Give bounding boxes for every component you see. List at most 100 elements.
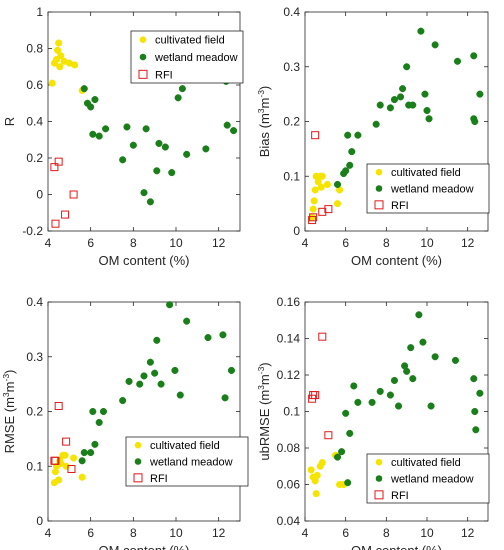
- y-tick-label: 0.2: [26, 151, 43, 165]
- y-tick-label: 0.4: [283, 5, 300, 19]
- point-cultivated-field: [61, 451, 69, 459]
- legend-marker: [374, 200, 384, 210]
- x-axis-label: OM content (%): [98, 253, 189, 268]
- point-wetland-meadow: [421, 90, 429, 98]
- x-tick-label: 6: [87, 236, 94, 250]
- x-tick-label: 4: [45, 236, 52, 250]
- point-wetland-meadow: [125, 377, 133, 385]
- point-wetland-meadow: [470, 375, 478, 383]
- point-wetland-meadow: [372, 120, 380, 128]
- point-wetland-meadow: [78, 457, 86, 465]
- x-tick-label: 10: [169, 526, 183, 540]
- point-wetland-meadow: [161, 143, 169, 151]
- y-tick-label: 0: [36, 514, 43, 528]
- point-wetland-meadow: [409, 101, 417, 109]
- point-rfi: [311, 131, 320, 140]
- point-wetland-meadow: [409, 375, 417, 383]
- point-wetland-meadow: [99, 407, 108, 416]
- legend: cultivated field wetland meadow RFI: [130, 30, 244, 84]
- point-wetland-meadow: [453, 57, 462, 65]
- point-rfi: [324, 431, 333, 440]
- y-tick-label: 0.06: [277, 478, 301, 492]
- x-axis-label: OM content (%): [351, 253, 442, 268]
- point-cultivated-field: [311, 186, 319, 194]
- y-tick-label: 0: [36, 188, 43, 202]
- y-axis-label: RMSE (m3m-3): [1, 370, 17, 454]
- legend-label: RFI: [155, 69, 173, 81]
- point-wetland-meadow: [87, 103, 95, 111]
- point-cultivated-field: [78, 473, 86, 481]
- point-wetland-meadow: [354, 131, 362, 139]
- point-wetland-meadow: [166, 301, 174, 309]
- point-rfi: [308, 216, 317, 225]
- y-tick-label: 0.3: [283, 60, 300, 74]
- point-wetland-meadow: [219, 331, 227, 339]
- point-cultivated-field: [309, 205, 317, 213]
- point-wetland-meadow: [346, 161, 354, 169]
- point-wetland-meadow: [202, 145, 210, 153]
- point-wetland-meadow: [87, 449, 95, 457]
- point-wetland-meadow: [403, 367, 411, 375]
- point-wetland-meadow: [399, 85, 407, 93]
- y-tick-label: 0.4: [26, 295, 43, 309]
- x-tick-label: 12: [461, 526, 475, 540]
- x-tick-label: 12: [212, 236, 226, 250]
- legend-label: cultivated field: [391, 457, 461, 469]
- x-tick-label: 4: [45, 526, 52, 540]
- y-tick-label: 0.2: [283, 115, 300, 129]
- point-cultivated-field: [318, 459, 326, 467]
- point-cultivated-field: [317, 183, 325, 191]
- point-cultivated-field: [71, 61, 79, 69]
- point-wetland-meadow: [91, 96, 99, 104]
- point-cultivated-field: [57, 52, 65, 60]
- point-rfi: [51, 219, 60, 228]
- y-tick-label: 0.16: [277, 295, 301, 309]
- y-axis-label: R: [2, 117, 17, 126]
- point-wetland-meadow: [472, 426, 480, 434]
- point-rfi: [69, 190, 78, 199]
- y-tick-label: 0.1: [283, 169, 300, 183]
- point-wetland-meadow: [140, 189, 148, 197]
- point-wetland-meadow: [146, 358, 154, 366]
- x-axis-label: OM content (%): [98, 543, 189, 550]
- point-cultivated-field: [55, 476, 63, 484]
- point-wetland-meadow: [350, 382, 358, 390]
- legend-box: [366, 163, 490, 214]
- x-tick-label: 12: [461, 236, 475, 250]
- chart-panel-4: 4 6 8 10 12 0.04 0.06 0.08 0.1 0.12 0.14 0.16 OM con…: [256, 295, 490, 550]
- point-wetland-meadow: [419, 338, 427, 346]
- point-wetland-meadow: [346, 429, 354, 437]
- point-wetland-meadow: [151, 369, 159, 377]
- point-wetland-meadow: [394, 402, 403, 410]
- point-wetland-meadow: [123, 123, 131, 131]
- point-cultivated-field: [333, 200, 342, 208]
- point-wetland-meadow: [140, 372, 148, 380]
- point-rfi: [54, 157, 63, 166]
- point-cultivated-field: [56, 63, 64, 71]
- point-cultivated-field: [310, 197, 318, 205]
- point-wetland-meadow: [451, 356, 460, 364]
- y-tick-label: 0.1: [26, 459, 43, 473]
- point-cultivated-field: [54, 46, 62, 54]
- point-rfi: [318, 207, 327, 216]
- legend-marker: [139, 36, 147, 43]
- point-wetland-meadow: [119, 156, 127, 164]
- point-wetland-meadow: [470, 52, 478, 60]
- point-wetland-meadow: [183, 150, 191, 158]
- x-tick-label: 4: [302, 526, 309, 540]
- point-wetland-meadow: [168, 169, 176, 177]
- point-wetland-meadow: [425, 115, 433, 123]
- point-wetland-meadow: [354, 398, 362, 406]
- y-tick-label: 0.1: [283, 405, 300, 419]
- x-tick-label: 4: [302, 236, 309, 250]
- point-wetland-meadow: [80, 449, 88, 457]
- point-rfi: [318, 332, 327, 341]
- x-tick-label: 10: [169, 236, 183, 250]
- point-wetland-meadow: [223, 121, 231, 129]
- point-cultivated-field: [323, 180, 331, 189]
- point-wetland-meadow: [178, 85, 186, 93]
- point-wetland-meadow: [95, 132, 103, 140]
- legend-box: [130, 30, 244, 84]
- legend-marker: [138, 69, 148, 79]
- point-wetland-meadow: [407, 344, 415, 352]
